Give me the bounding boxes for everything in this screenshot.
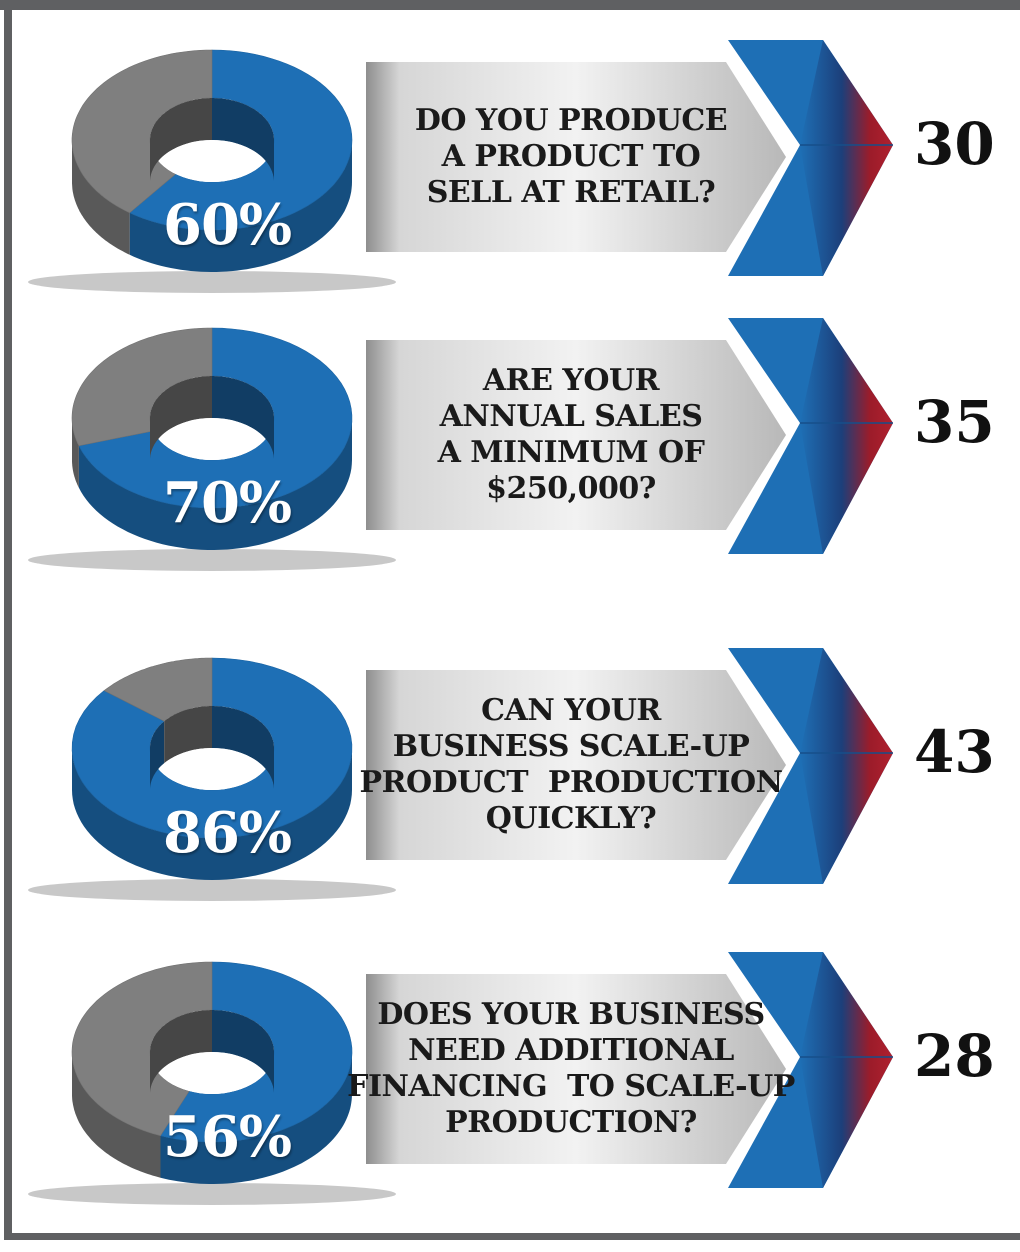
donut-shadow [28, 549, 396, 571]
row-graphics [28, 952, 893, 1205]
survey-row-2: 70% ARE YOUR ANNUAL SALES A MINIMUM OF $250,… [0, 318, 1020, 618]
donut-outer-wall-2 [72, 418, 79, 488]
percentage-label: 56% [163, 1104, 292, 1170]
question-line: DO YOU PRODUCE [414, 103, 728, 138]
donut-inner-wall-2 [150, 98, 212, 182]
donut-outer-wall-2 [72, 1052, 161, 1178]
question-line: A PRODUCT TO [441, 139, 701, 174]
donut-hole-floor [150, 748, 274, 790]
row-graphics [28, 40, 893, 293]
response-count: 35 [914, 388, 995, 456]
donut-hole-floor [150, 1052, 274, 1094]
frame-bottom-border [12, 1233, 1020, 1240]
donut-shadow [28, 879, 396, 901]
survey-row-1: 60% DO YOU PRODUCE A PRODUCT TO SELL AT RET… [0, 40, 1020, 340]
question-line: CAN YOUR [481, 693, 661, 728]
question-line: BUSINESS SCALE-UP [392, 729, 750, 764]
donut-outer-wall-2 [72, 140, 130, 255]
question-text: DO YOU PRODUCE A PRODUCT TO SELL AT RETAIL… [366, 62, 776, 252]
donut-inner-wall-1 [150, 721, 165, 790]
donut-outer-wall-1 [129, 140, 352, 272]
donut-hole-floor [150, 140, 274, 182]
question-line: ARE YOUR [482, 363, 660, 398]
donut-outer-wall-1 [160, 1052, 352, 1184]
frame-top-border [0, 0, 1020, 10]
survey-row-3: 86% CAN YOUR BUSINESS SCALE-UP PRODUCT PROD… [0, 648, 1020, 948]
question-line: NEED ADDITIONAL [408, 1033, 734, 1068]
question-line: SELL AT RETAIL? [426, 175, 716, 210]
row-graphics [28, 318, 893, 571]
percentage-label: 86% [163, 800, 292, 866]
question-line: ANNUAL SALES [439, 399, 703, 434]
donut-outer-wall-1 [72, 748, 352, 880]
question-banner [366, 62, 786, 252]
question-line: QUICKLY? [485, 801, 657, 836]
donut-inner-wall-1 [212, 1010, 274, 1094]
donut-inner-wall-2 [150, 376, 212, 460]
response-count: 28 [914, 1022, 995, 1090]
frame-left-border [4, 0, 12, 1240]
donut-inner-wall-2 [164, 706, 212, 764]
donut-inner-wall-1 [212, 706, 274, 790]
row-graphics [28, 648, 893, 901]
chevron-tip [800, 952, 893, 1188]
donut-hole-floor [150, 418, 274, 460]
percentage-label: 60% [163, 192, 292, 258]
response-count: 43 [914, 718, 995, 786]
question-line: $250,000? [486, 471, 656, 506]
question-line: PRODUCT PRODUCTION [359, 765, 783, 800]
donut-inner-wall-2 [150, 1010, 212, 1094]
chevron-tip [800, 648, 893, 884]
donut-inner-wall-1 [212, 376, 274, 460]
chevron-tip [800, 318, 893, 554]
donut-shadow [28, 271, 396, 293]
question-text: CAN YOUR BUSINESS SCALE-UP PRODUCT PRODUCT… [360, 670, 783, 860]
question-line: PRODUCTION? [445, 1105, 697, 1140]
donut-outer-wall-1 [78, 418, 353, 550]
question-text: ARE YOUR ANNUAL SALES A MINIMUM OF $250,000… [366, 340, 776, 530]
donut-shadow [28, 1183, 396, 1205]
question-line: DOES YOUR BUSINESS [377, 997, 765, 1032]
question-banner [366, 974, 786, 1164]
question-banner [366, 340, 786, 530]
question-banner [366, 670, 786, 860]
donut-inner-wall-1 [212, 98, 274, 182]
question-line: A MINIMUM OF [437, 435, 705, 470]
question-line: FINANCING TO SCALE-UP [347, 1069, 795, 1104]
chevron-tip [800, 40, 893, 276]
question-text: DOES YOUR BUSINESS NEED ADDITIONAL FINANCI… [347, 974, 795, 1164]
percentage-label: 70% [163, 470, 292, 536]
response-count: 30 [914, 110, 995, 178]
survey-row-4: 56% DOES YOUR BUSINESS NEED ADDITIONAL FINA… [0, 952, 1020, 1252]
